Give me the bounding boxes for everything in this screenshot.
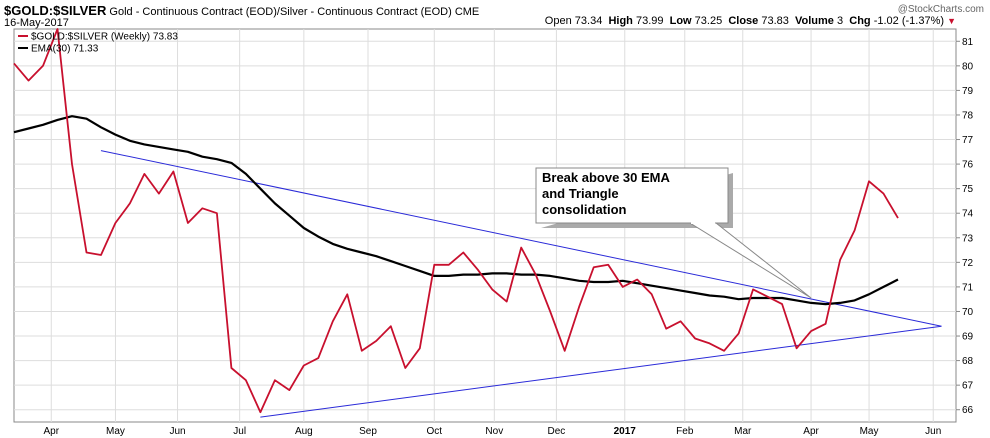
x-tick-label: Jun [169,426,185,437]
x-tick-label: May [106,426,125,437]
y-tick-label: 72 [962,258,974,269]
y-tick-label: 73 [962,233,974,244]
x-tick-label: Sep [359,426,377,437]
annotation-line: consolidation [542,202,627,217]
y-tick-label: 78 [962,110,974,121]
y-tick-label: 77 [962,135,974,146]
x-tick-label: Jun [925,426,941,437]
y-tick-label: 69 [962,332,974,343]
change-value: -1.02 (-1.37%) [873,15,945,27]
chart-title: $GOLD:$SILVER Gold - Continuous Contract… [4,3,479,18]
lower-trendline [260,325,942,418]
x-tick-label: Aug [295,426,313,437]
exchange: CME [454,6,480,18]
legend-label: $GOLD:$SILVER (Weekly) 73.83 [31,32,178,43]
x-tick-label: Nov [485,426,503,437]
legend-label: EMA(30) 71.33 [31,44,99,55]
y-axis-ticks: 66 67 68 69 70 71 72 73 74 75 76 77 78 79 80 81 [956,37,974,416]
y-tick-label: 66 [962,405,974,416]
y-tick-label: 76 [962,160,974,171]
description: Gold - Continuous Contract (EOD)/Silver … [109,6,452,18]
y-tick-label: 79 [962,86,974,97]
x-tick-label: Apr [803,426,819,437]
symbol: $GOLD:$SILVER [4,3,107,18]
high-value: 73.99 [635,15,664,27]
annotation-line: and Triangle [542,186,619,201]
volume-value: 3 [837,15,844,27]
y-tick-label: 67 [962,381,974,392]
x-tick-label: Mar [734,426,752,437]
x-tick-label: May [860,426,879,437]
x-tick-label: Jul [233,426,246,437]
y-tick-label: 80 [962,61,974,72]
open-value: 73.34 [574,15,603,27]
x-tick-label: Oct [426,426,442,437]
y-tick-label: 75 [962,184,974,195]
brand-watermark: @StockCharts.com [897,4,984,15]
close-value: 73.83 [761,15,789,27]
y-tick-label: 70 [962,307,974,318]
x-tick-label: Feb [676,426,694,437]
series-lines [13,28,899,414]
y-tick-label: 81 [962,37,974,48]
y-tick-label: 68 [962,356,974,367]
y-tick-label: 71 [962,282,974,293]
price-series-line [13,28,899,414]
plot-area [13,28,957,423]
chart-date: 16-May-2017 [4,17,69,29]
ohlc-readout: Open 73.34 High 73.99 Low 73.25 Close 73… [544,15,956,27]
x-tick-label: Apr [43,426,59,437]
y-tick-label: 74 [962,209,974,220]
upper-trendline [100,150,942,327]
x-tick-label: Dec [548,426,566,437]
x-axis-ticks: Apr May Jun Jul Aug Sep Oct Nov Dec 2017 Feb Mar Apr… [43,426,941,437]
trendlines [100,150,942,418]
down-triangle-icon: ▼ [947,16,956,26]
callout-box [535,167,729,224]
annotation-line: Break above 30 EMA [542,170,671,185]
low-value: 73.25 [694,15,723,27]
x-tick-label: 2017 [614,426,637,437]
